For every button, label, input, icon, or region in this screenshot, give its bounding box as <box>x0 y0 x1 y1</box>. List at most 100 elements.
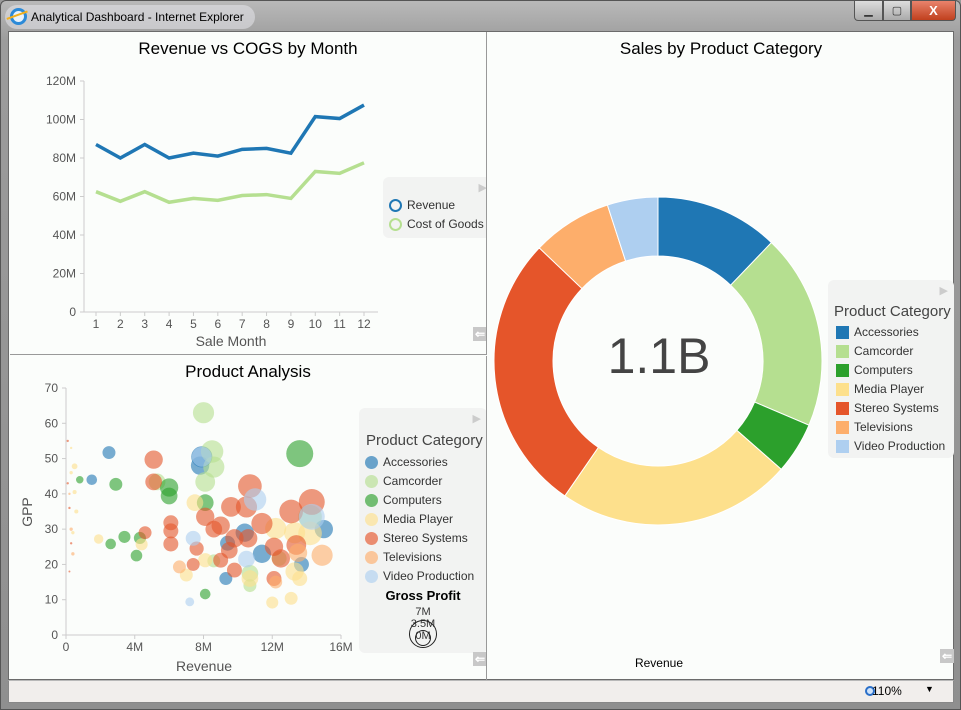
collapse-arrow-icon[interactable]: ⇐ <box>473 327 486 341</box>
y-tick-label: 30 <box>45 522 59 536</box>
x-tick-label: 16M <box>329 640 352 654</box>
x-tick-label: 8M <box>195 640 212 654</box>
legend-item[interactable]: Stereo Systems <box>365 531 468 545</box>
x-tick-label: 5 <box>190 317 197 331</box>
y-axis-title: GPP <box>19 497 35 527</box>
size-legend-circle-icon <box>409 620 437 648</box>
data-point-stereo-systems <box>66 482 69 485</box>
zoom-level[interactable]: 110% <box>872 684 902 698</box>
y-tick-label: 0 <box>69 305 76 319</box>
size-legend-title: Gross Profit <box>385 588 461 603</box>
data-point-computers <box>286 440 314 468</box>
legend-label: Stereo Systems <box>383 531 468 545</box>
data-point-stereo-systems <box>279 499 303 524</box>
line-chart-title: Revenue vs COGS by Month <box>138 39 358 58</box>
x-tick-label: 2 <box>117 317 124 331</box>
legend-label: Computers <box>854 363 913 377</box>
category-swatch-icon <box>836 382 849 396</box>
legend-item[interactable]: Computers <box>365 493 442 507</box>
legend-item[interactable]: Video Production <box>836 439 945 453</box>
legend-label: Accessories <box>854 325 919 339</box>
legend-item[interactable]: Televisions <box>365 550 442 564</box>
y-tick-label: 10 <box>45 593 59 607</box>
data-point-televisions <box>71 552 75 556</box>
x-tick-label: 3 <box>141 317 148 331</box>
legend-item[interactable]: Accessories <box>365 455 448 469</box>
line-legend: ▶ Revenue Cost of Goods <box>383 177 487 238</box>
data-point-stereo-systems <box>239 529 258 548</box>
donut-chart-title: Sales by Product Category <box>619 39 823 58</box>
y-tick-label: 60 <box>45 416 59 430</box>
y-tick-label: 40 <box>45 487 59 501</box>
data-point-camcorder <box>192 402 215 424</box>
legend-item[interactable]: Camcorder <box>836 344 913 358</box>
data-point-media-player <box>71 463 78 470</box>
category-swatch-icon <box>836 325 849 339</box>
scatter-chart-panel: Product Analysis 0 10 20 30 40 50 60 70 0 4M 8M 12M… <box>10 356 487 681</box>
y-tick-label: 70 <box>45 381 59 395</box>
data-point-computers <box>199 588 211 600</box>
category-dot-icon <box>365 512 378 526</box>
legend-item[interactable]: Video Production <box>365 569 474 583</box>
data-point-video-production <box>191 446 212 467</box>
legend-item[interactable]: Media Player <box>836 382 924 396</box>
data-point-stereo-systems <box>68 570 71 573</box>
y-tick-label: 60M <box>53 190 76 204</box>
y-tick-label: 0 <box>51 628 58 642</box>
donut-chart-panel: Sales by Product Category 1.1B Revenue ▶… <box>488 32 954 681</box>
collapse-arrow-icon[interactable]: ⇐ <box>940 649 954 663</box>
category-dot-icon <box>365 569 378 583</box>
category-dot-icon <box>365 474 378 488</box>
legend-expand-icon[interactable]: ▶ <box>939 285 948 297</box>
category-swatch-icon <box>836 363 849 377</box>
data-point-accessories <box>102 446 116 460</box>
donut-slice-video-production <box>606 196 659 262</box>
legend-item[interactable]: Camcorder <box>365 474 442 488</box>
legend-title: Product Category <box>834 303 951 320</box>
data-point-media-player <box>135 538 148 551</box>
data-point-video-production <box>298 503 325 530</box>
zoom-magnifier-icon[interactable] <box>865 686 875 696</box>
legend-label: Stereo Systems <box>854 401 939 415</box>
data-point-computers <box>105 538 116 550</box>
x-tick-label: 12M <box>261 640 284 654</box>
collapse-arrow-icon[interactable]: ⇐ <box>473 652 486 666</box>
legend-item-cost-of-goods[interactable]: Cost of Goods <box>389 217 484 231</box>
legend-item[interactable]: Media Player <box>365 512 453 526</box>
scatter-chart: 0 10 20 30 40 50 60 70 0 4M 8M 12M 16M Revenue GPP <box>19 381 353 674</box>
minimize-button[interactable]: ▁ <box>854 1 883 21</box>
donut-chart <box>493 196 823 526</box>
cogs-marker-icon <box>389 217 402 231</box>
zoom-dropdown-icon[interactable]: ▼ <box>925 684 934 694</box>
close-button[interactable]: X <box>911 1 956 21</box>
donut-legend: ▶ Product Category Accessories Camcorder C… <box>828 280 954 458</box>
revenue-marker-icon <box>389 198 402 212</box>
legend-label: Accessories <box>383 455 448 469</box>
data-point-media-player <box>74 509 79 514</box>
legend-item[interactable]: Stereo Systems <box>836 401 939 415</box>
legend-expand-icon[interactable]: ▶ <box>472 413 481 425</box>
data-point-televisions <box>311 544 333 566</box>
legend-label: Computers <box>383 493 442 507</box>
legend-item-revenue[interactable]: Revenue <box>389 198 455 212</box>
series-line-revenue <box>95 103 365 160</box>
data-point-stereo-systems <box>68 506 71 510</box>
legend-item[interactable]: Accessories <box>836 325 919 339</box>
size-label-max: 7M <box>415 606 431 618</box>
data-point-video-production <box>185 597 195 607</box>
data-point-media-player <box>186 494 204 512</box>
x-axis-title: Sale Month <box>196 333 267 349</box>
x-tick-label: 1 <box>93 317 100 331</box>
category-swatch-icon <box>836 344 849 358</box>
data-point-stereo-systems <box>144 450 163 469</box>
maximize-button[interactable]: ▢ <box>883 1 911 21</box>
legend-item[interactable]: Computers <box>836 363 913 377</box>
data-point-televisions <box>269 575 283 589</box>
data-point-televisions <box>68 492 71 496</box>
category-dot-icon <box>365 550 378 564</box>
data-point-media-player <box>198 553 213 568</box>
legend-label: Media Player <box>854 382 925 396</box>
legend-expand-icon[interactable]: ▶ <box>478 182 487 194</box>
legend-item[interactable]: Televisions <box>836 420 913 434</box>
legend-label: Televisions <box>383 550 442 564</box>
